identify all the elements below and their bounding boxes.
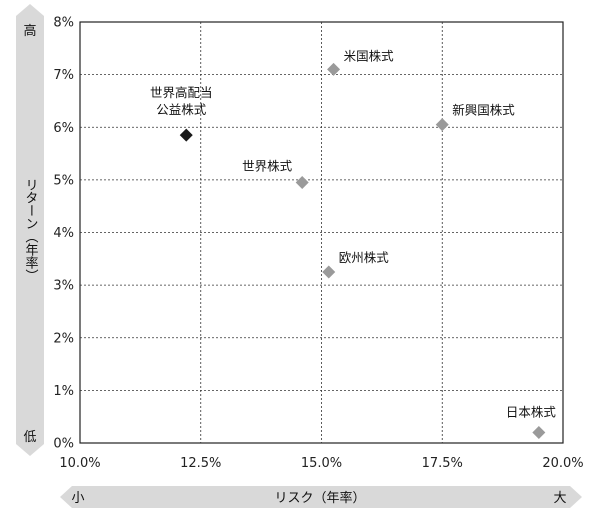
- point-label: 世界高配当公益株式: [150, 85, 213, 117]
- data-point: [322, 265, 336, 279]
- grid-lines: [80, 22, 563, 443]
- point-label: 新興国株式: [452, 103, 515, 118]
- x-axis-label: リスク（年率）: [274, 490, 365, 506]
- point-label: 欧州株式: [339, 250, 390, 265]
- y-tick-label: 0%: [53, 437, 74, 452]
- x-tick-label: 10.0%: [59, 456, 100, 471]
- y-tick-label: 6%: [53, 121, 74, 136]
- y-tick-label: 7%: [53, 68, 74, 83]
- y-tick-label: 5%: [53, 173, 74, 188]
- x-tick-label: 15.0%: [301, 456, 342, 471]
- x-tick-label: 20.0%: [542, 456, 583, 471]
- y-tick-labels: 0% 1% 2% 3% 4% 5% 6% 7% 8%: [53, 16, 74, 452]
- point-label: 世界株式: [242, 159, 293, 174]
- y-tick-label: 2%: [53, 331, 74, 346]
- x-arrow-left: 小: [71, 491, 84, 506]
- data-point: [327, 62, 341, 76]
- data-point: [179, 128, 193, 142]
- x-tick-label: 12.5%: [180, 456, 221, 471]
- y-tick-label: 4%: [53, 226, 74, 241]
- y-axis-arrow: [16, 4, 44, 456]
- y-tick-label: 3%: [53, 279, 74, 294]
- y-arrow-bottom: 低: [23, 430, 36, 445]
- y-arrow-top: 高: [23, 23, 36, 39]
- x-axis-arrow: [60, 486, 582, 508]
- y-tick-label: 8%: [53, 16, 74, 31]
- data-point: [435, 118, 449, 132]
- data-point: [295, 176, 309, 190]
- y-axis-label: リターン（年率）: [23, 178, 39, 282]
- point-label: 米国株式: [344, 48, 395, 63]
- point-label: 日本株式: [506, 404, 557, 419]
- y-tick-label: 1%: [53, 384, 74, 399]
- data-point: [532, 425, 546, 439]
- x-tick-label: 17.5%: [422, 456, 463, 471]
- x-tick-labels: 10.0% 12.5% 15.0% 17.5% 20.0%: [59, 456, 583, 471]
- x-arrow-right: 大: [553, 491, 566, 506]
